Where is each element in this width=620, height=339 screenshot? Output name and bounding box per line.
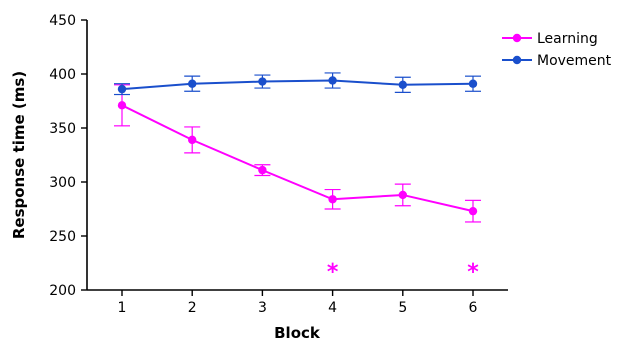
series-movement xyxy=(114,72,481,96)
legend: Learning Movement xyxy=(502,31,612,69)
legend-marker xyxy=(512,33,522,43)
annotations: * * xyxy=(327,260,479,285)
series-learning xyxy=(114,84,481,223)
data-point xyxy=(398,80,407,90)
series-line xyxy=(121,104,474,213)
data-point xyxy=(188,135,197,145)
series-line xyxy=(121,79,474,91)
y-tick-label: 450 xyxy=(49,13,76,29)
x-tick-label: 1 xyxy=(118,300,127,316)
x-tick-label: 3 xyxy=(258,300,267,316)
legend-label: Learning xyxy=(537,31,598,47)
legend-label: Movement xyxy=(537,53,612,69)
x-tick-label: 4 xyxy=(328,300,337,316)
data-point xyxy=(117,101,127,110)
x-tick-label: 5 xyxy=(398,300,407,316)
y-tick-label: 200 xyxy=(49,283,76,299)
chart-marks xyxy=(114,72,481,223)
data-point xyxy=(258,165,267,175)
y-axis-label: Response time (ms) xyxy=(10,71,28,239)
y-tick-label: 400 xyxy=(49,67,76,83)
data-point xyxy=(468,79,478,88)
x-tick-label: 6 xyxy=(469,300,478,316)
data-point xyxy=(117,84,127,94)
data-point xyxy=(328,76,337,85)
data-point xyxy=(398,190,407,200)
legend-marker xyxy=(512,55,522,65)
x-tick-label: 2 xyxy=(188,300,197,316)
y-tick-label: 350 xyxy=(49,121,76,137)
y-tick-label: 300 xyxy=(49,175,76,191)
data-point xyxy=(468,206,478,216)
data-point xyxy=(188,79,197,88)
legend-entry: Movement xyxy=(502,53,612,69)
significance-marker: * xyxy=(467,260,479,285)
data-point xyxy=(328,195,337,204)
y-tick-label: 250 xyxy=(49,229,76,245)
axes: 200 250 300 350 400 450 1 2 3 4 5 6 xyxy=(49,13,508,316)
data-point xyxy=(258,77,267,86)
significance-marker: * xyxy=(327,260,339,285)
x-axis-label: Block xyxy=(274,324,321,339)
legend-entry: Learning xyxy=(502,31,598,47)
